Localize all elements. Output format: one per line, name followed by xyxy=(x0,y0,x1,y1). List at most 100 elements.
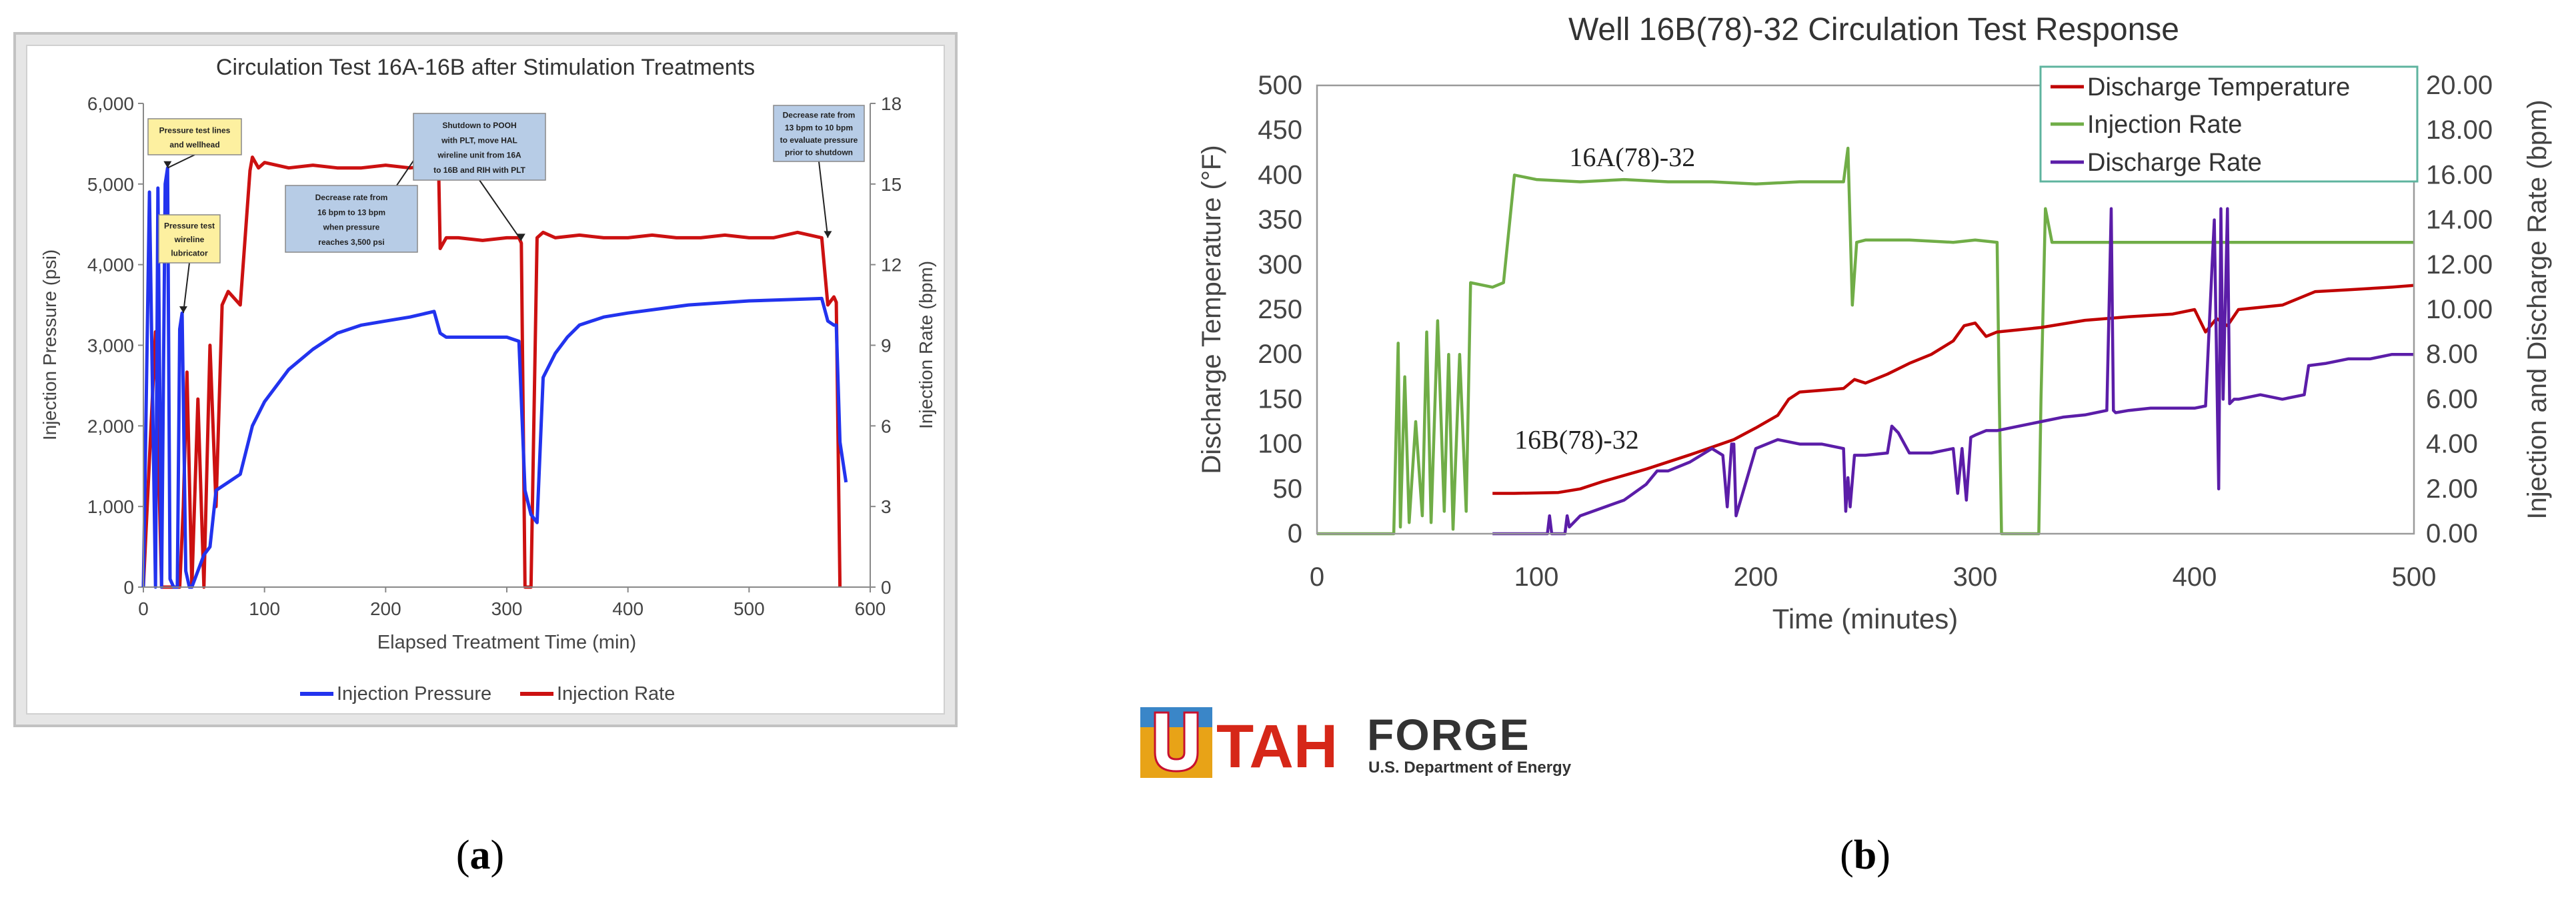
chart-a: Circulation Test 16A-16B after Stimulati… xyxy=(13,32,958,878)
y-tick-label: 150 xyxy=(1258,384,1302,414)
y2-tick-label: 6 xyxy=(881,416,892,436)
callout-text: 16 bpm to 13 bpm xyxy=(317,207,385,217)
callout-arrowhead xyxy=(824,231,832,238)
series-injection-rate xyxy=(141,123,842,589)
callout-text: and wellhead xyxy=(169,140,219,149)
logo-tah: TAH xyxy=(1216,713,1338,781)
x-tick-label: 0 xyxy=(138,598,149,619)
utah-forge-logo: U TAH FORGE U.S. Department of Energy xyxy=(1140,707,1572,781)
x-tick-label: 100 xyxy=(249,598,280,619)
y2-tick-label: 20.00 xyxy=(2426,71,2493,100)
callout-box xyxy=(773,105,865,162)
callout-box xyxy=(413,113,546,181)
chart-a-y-label: Injection Pressure (psi) xyxy=(39,250,60,440)
chart-a-callouts: Pressure test lines and wellhead Pressure … xyxy=(147,105,865,314)
callout-text: wireline xyxy=(174,235,205,244)
chart-b-y-ticks: 0 50 100 150 200 250 300 350 400 450 500 xyxy=(1258,71,1302,548)
chart-b-plot: 0 50 100 150 200 250 300 350 400 450 500 0.00 2.00 4… xyxy=(1258,71,2493,592)
logo-forge: FORGE xyxy=(1367,710,1530,759)
chart-b-legend: Discharge Temperature Injection Rate Dis… xyxy=(2039,65,2419,183)
x-tick-label: 200 xyxy=(1734,562,1778,592)
series-injection-rate-b xyxy=(1317,146,2414,536)
chart-b: Well 16B(78)-32 Circulation Test Respons… xyxy=(1197,12,2552,878)
y-tick-label: 6,000 xyxy=(87,93,134,114)
callout-leader xyxy=(182,262,190,314)
chart-b-y2-ticks: 0.00 2.00 4.00 6.00 8.00 10.00 12.00 14.00 16.00… xyxy=(2426,71,2493,548)
logo-sub: U.S. Department of Energy xyxy=(1368,759,1572,777)
callout-arrowhead xyxy=(179,306,187,314)
y2-tick-label: 2.00 xyxy=(2426,474,2478,504)
y2-tick-label: 3 xyxy=(881,496,892,517)
chart-b-series xyxy=(1317,146,2415,536)
y2-tick-label: 18 xyxy=(881,93,902,114)
callout-text: with PLT, move HAL xyxy=(441,135,517,145)
legend-label-discharge-rate: Discharge Rate xyxy=(2087,149,2262,177)
y-tick-label: 250 xyxy=(1258,295,1302,324)
y-tick-label: 200 xyxy=(1258,340,1302,369)
logo-u-shape-icon xyxy=(1154,711,1199,773)
y-tick-label: 4,000 xyxy=(87,255,134,276)
callout-leader xyxy=(167,154,195,169)
callout-arrowhead xyxy=(163,161,172,168)
chart-b-legend-box xyxy=(2039,65,2419,183)
y-tick-label: 2,000 xyxy=(87,416,134,436)
callout-text: Pressure test lines xyxy=(159,126,231,135)
y-tick-label: 350 xyxy=(1258,205,1302,235)
legend-label-discharge-temperature: Discharge Temperature xyxy=(2087,73,2350,101)
callout-text: Decrease rate from xyxy=(315,193,388,202)
well-annotation: 16B(78)-32 xyxy=(1514,424,1639,454)
y-tick-label: 0 xyxy=(1288,519,1302,548)
chart-a-x-label: Elapsed Treatment Time (min) xyxy=(377,632,636,653)
chart-b-plot-border xyxy=(1316,84,2415,535)
panel-label-b: (b) xyxy=(1840,833,1890,878)
y2-tick-label: 4.00 xyxy=(2426,430,2478,459)
callout-text: when pressure xyxy=(323,223,380,232)
callout-box xyxy=(285,185,418,253)
x-tick-label: 300 xyxy=(1953,562,1998,592)
y2-tick-label: 9 xyxy=(881,336,892,356)
callout-text: to 16B and RIH with PLT xyxy=(433,165,525,175)
callout-leader xyxy=(479,179,522,241)
y2-tick-label: 14.00 xyxy=(2426,205,2493,235)
chart-b-y2-label: Injection and Discharge Rate (bpm) xyxy=(2523,99,2552,519)
y2-tick-label: 18.00 xyxy=(2426,115,2493,145)
chart-a-y-ticks: 0 1,000 2,000 3,000 4,000 5,000 6,000 xyxy=(87,93,143,598)
callout-text: wireline unit from 16A xyxy=(437,151,521,160)
chart-a-legend: Injection Pressure Injection Rate xyxy=(300,683,675,705)
y2-tick-label: 0.00 xyxy=(2426,519,2478,548)
callout-text: Decrease rate from xyxy=(783,111,856,120)
x-tick-label: 400 xyxy=(612,598,643,619)
legend-label-injection-pressure: Injection Pressure xyxy=(337,683,491,705)
chart-a-y2-ticks: 0 3 6 9 12 15 18 xyxy=(870,93,902,598)
y2-tick-label: 16.00 xyxy=(2426,160,2493,189)
chart-b-annotations: 16A(78)-32 16B(78)-32 xyxy=(1514,142,1695,454)
callout-text: to evaluate pressure xyxy=(780,135,858,145)
callout-text: Pressure test xyxy=(164,221,215,231)
logo-u-band xyxy=(1140,707,1212,727)
series-discharge-temperature xyxy=(1492,284,2415,495)
chart-b-x-ticks: 0 100 200 300 400 500 xyxy=(1310,562,2437,592)
y2-tick-label: 15 xyxy=(881,174,902,195)
y-tick-label: 300 xyxy=(1258,250,1302,280)
chart-b-x-label: Time (minutes) xyxy=(1772,603,1958,634)
y2-tick-label: 12 xyxy=(881,255,902,276)
callout-text: 13 bpm to 10 bpm xyxy=(785,123,853,132)
y-tick-label: 1,000 xyxy=(87,496,134,517)
y-tick-label: 50 xyxy=(1273,474,1303,504)
series-discharge-rate xyxy=(1492,207,2414,536)
y2-tick-label: 10.00 xyxy=(2426,295,2493,324)
y2-tick-label: 6.00 xyxy=(2426,384,2478,414)
y2-tick-label: 0 xyxy=(881,577,892,598)
y2-tick-label: 12.00 xyxy=(2426,250,2493,280)
x-tick-label: 300 xyxy=(491,598,523,619)
callout-box xyxy=(158,214,221,264)
x-tick-label: 400 xyxy=(2173,562,2217,592)
callout-text: prior to shutdown xyxy=(785,148,853,157)
legend-label-injection-rate: Injection Rate xyxy=(557,683,675,705)
x-tick-label: 600 xyxy=(855,598,886,619)
chart-a-plot: 0 1,000 2,000 3,000 4,000 5,000 6,000 0 3 6 9 12 15… xyxy=(87,93,902,619)
chart-a-plot-area xyxy=(143,103,870,587)
callout-text: Shutdown to POOH xyxy=(442,121,516,130)
y2-tick-label: 8.00 xyxy=(2426,340,2478,369)
legend-label-injection-rate-b: Injection Rate xyxy=(2087,111,2242,139)
